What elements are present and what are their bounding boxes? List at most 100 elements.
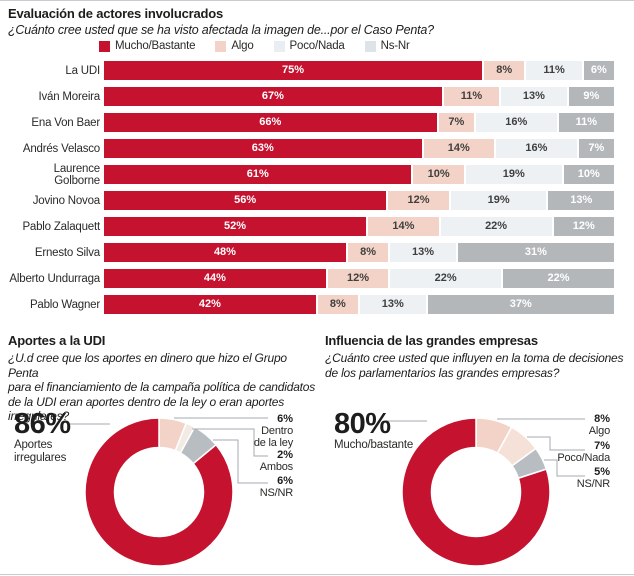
bar-segment: 8% — [317, 295, 358, 314]
bar-segment: 48% — [104, 243, 346, 262]
bar-track: 63% 14% 16% 7% — [104, 139, 614, 158]
bar-category-label: Pablo Zalaquett — [22, 220, 100, 233]
bar-chart: La UDI 75% 8% 11% 6% Iván Moreira 67% 11% 13% 9% E… — [8, 61, 615, 321]
bar-segment: 9% — [568, 87, 614, 106]
aportes-question-line: irregulares? — [8, 409, 69, 423]
bar-segment: 19% — [465, 165, 562, 184]
bar-segment: 11% — [558, 113, 614, 132]
influencia-text-block: Influencia de las grandes empresas ¿Cuán… — [325, 333, 627, 380]
influencia-title: Influencia de las grandes empresas — [325, 333, 538, 348]
donut-big-value: 80% — [334, 408, 391, 440]
legend-swatch-poco-icon — [273, 40, 285, 52]
bar-track: 56% 12% 19% 13% — [104, 191, 614, 210]
donut-big-value: 86% — [14, 408, 71, 440]
bar-segment: 16% — [475, 113, 557, 132]
aportes-text-block: Aportes a la UDI ¿U.d cree que los aport… — [8, 333, 316, 424]
bar-segment: 42% — [104, 295, 316, 314]
bar-track: 52% 14% 22% 12% — [104, 217, 614, 236]
bar-category-label: Andrés Velasco — [22, 142, 100, 155]
bar-category-label: Laurence Golborne — [53, 162, 101, 187]
donut-big-caption: irregulares — [14, 451, 67, 464]
legend-item: Algo — [215, 40, 254, 52]
legend: Mucho/Bastante Algo Poco/Nada Ns-Nr — [99, 40, 410, 52]
bar-track: 42% 8% 13% 37% — [104, 295, 614, 314]
donut-callout: 7% Poco/Nada — [557, 440, 610, 464]
bar-segment: 63% — [104, 139, 422, 158]
bar-row: Laurence Golborne 61% 10% 19% 10% — [8, 162, 615, 187]
bar-segment: 11% — [526, 61, 582, 80]
donut-callout: 6% Dentro de la ley — [253, 413, 293, 449]
influencia-question-line: ¿Cuánto cree usted que influyen en la to… — [325, 351, 624, 365]
legend-label: Ns-Nr — [380, 40, 410, 52]
bar-row: Pablo Zalaquett 52% 14% 22% 12% — [8, 217, 614, 236]
donut-callout: 6% NS/NR — [259, 475, 293, 499]
donut-callout: 8% Algo — [588, 413, 610, 437]
bar-segment: 37% — [427, 295, 614, 314]
bar-track: 44% 12% 22% 22% — [104, 269, 614, 288]
bar-track: 61% 10% 19% 10% — [104, 165, 615, 184]
donut-panel-aportes: 86% Aportes irregulares 6% Dentro de la … — [0, 405, 317, 576]
bar-row: Ernesto Silva 48% 8% 13% 31% — [8, 243, 614, 262]
bar-row: Ena Von Baer 66% 7% 16% 11% — [8, 113, 614, 132]
bar-segment: 13% — [390, 243, 456, 262]
bar-row: Jovino Novoa 56% 12% 19% 13% — [8, 191, 614, 210]
legend-swatch-mucho-icon — [99, 40, 110, 52]
bar-track: 67% 11% 13% 9% — [104, 87, 614, 106]
donut-callout: 5% NS/NR — [576, 466, 610, 490]
bar-track: 48% 8% 13% 31% — [104, 243, 614, 262]
bar-segment: 61% — [104, 165, 412, 184]
bar-segment: 10% — [563, 165, 615, 184]
aportes-title: Aportes a la UDI — [8, 333, 106, 348]
donut-big-label: 86% Aportes irregulares — [14, 409, 71, 464]
donut-slice — [401, 417, 551, 567]
aportes-question-line: de la UDI eran aportes dentro de la ley … — [8, 394, 285, 409]
bar-category-label: Iván Moreira — [38, 90, 100, 103]
bar-segment: 8% — [484, 61, 525, 80]
bar-row: Pablo Wagner 42% 8% 13% 37% — [8, 295, 614, 314]
bar-segment: 22% — [390, 269, 502, 288]
bar-segment: 75% — [104, 61, 482, 80]
aportes-question-line: ¿U.d cree que los aportes en dinero que … — [8, 351, 287, 380]
bar-segment: 44% — [104, 269, 326, 288]
bar-category-label: Ena Von Baer — [31, 116, 100, 129]
bar-segment: 22% — [440, 217, 552, 236]
aportes-question-line: para el financiamiento de la campaña pol… — [8, 380, 316, 394]
leader-lines — [68, 417, 268, 484]
bar-row: Iván Moreira 67% 11% 13% 9% — [8, 87, 614, 106]
bar-row: Andrés Velasco 63% 14% 16% 7% — [8, 139, 614, 158]
bar-segment: 10% — [413, 165, 464, 184]
bar-category-label: Alberto Undurraga — [9, 272, 100, 285]
top-border — [0, 0, 634, 1]
bar-segment: 13% — [501, 87, 567, 106]
legend-item: Poco/Nada — [273, 40, 345, 52]
influencia-question-line: de los parlamentarios las grandes empres… — [325, 365, 560, 380]
bar-segment: 31% — [457, 243, 614, 262]
bar-segment: 12% — [327, 269, 389, 288]
bar-category-label: Pablo Wagner — [29, 298, 100, 311]
donut-chart-influencia — [385, 417, 585, 567]
bar-segment: 6% — [583, 61, 614, 80]
bar-segment: 11% — [443, 87, 500, 106]
donut-callout: 2% Ambos — [259, 449, 293, 473]
bar-segment: 16% — [496, 139, 577, 158]
bar-category-label: Ernesto Silva — [34, 246, 100, 259]
leader-lines — [385, 418, 585, 477]
bar-segment: 66% — [104, 113, 437, 132]
bar-row: La UDI 75% 8% 11% 6% — [8, 61, 614, 80]
bar-segment: 67% — [104, 87, 442, 106]
bar-track: 75% 8% 11% 6% — [104, 61, 614, 80]
donut-big-label: 80% Mucho/bastante — [334, 409, 413, 452]
bar-segment: 7% — [578, 139, 614, 158]
donut-big-caption: Mucho/bastante — [334, 439, 414, 451]
legend-swatch-algo-icon — [215, 40, 227, 52]
donut-chart-aportes — [68, 417, 268, 567]
bar-segment: 14% — [368, 217, 439, 236]
legend-item: Ns-Nr — [364, 40, 410, 52]
bar-category-label: La UDI — [65, 64, 100, 77]
bar-segment: 22% — [503, 269, 614, 288]
donut-big-caption: Aportes — [14, 439, 53, 451]
legend-label: Poco/Nada — [289, 40, 345, 52]
bar-category-label: Jovino Novoa — [32, 194, 100, 207]
bar-segment: 7% — [438, 113, 474, 132]
